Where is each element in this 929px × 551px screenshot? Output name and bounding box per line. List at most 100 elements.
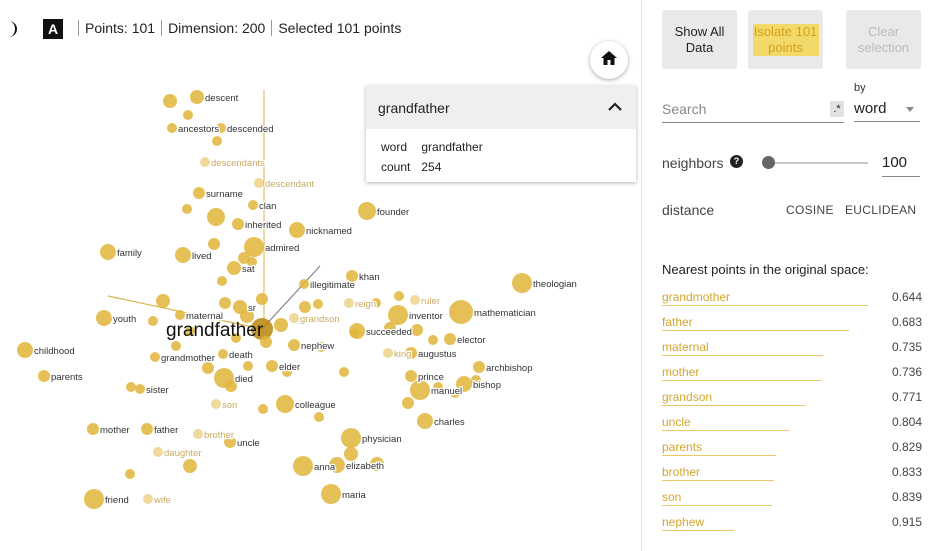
point[interactable] — [344, 447, 358, 461]
point-charles[interactable] — [417, 413, 433, 429]
point[interactable] — [433, 382, 443, 392]
point[interactable] — [156, 294, 170, 308]
point-mathematician[interactable] — [449, 300, 473, 324]
point-daughter[interactable] — [153, 447, 163, 457]
point[interactable] — [238, 252, 250, 264]
point[interactable] — [202, 362, 214, 374]
point-son[interactable] — [211, 399, 221, 409]
nearest-point-word[interactable]: maternal — [662, 340, 709, 354]
point-grandson[interactable] — [289, 313, 299, 323]
point-manuel[interactable] — [410, 380, 430, 400]
nearest-point-row[interactable]: grandson 0.771 — [662, 382, 922, 407]
point-parents[interactable] — [38, 370, 50, 382]
point[interactable] — [471, 375, 481, 385]
nearest-point-row[interactable]: parents 0.829 — [662, 432, 922, 457]
point-descended[interactable] — [216, 123, 226, 133]
point-lived[interactable] — [175, 247, 191, 263]
nearest-point-row[interactable]: maternal 0.735 — [662, 332, 922, 357]
point-reign[interactable] — [344, 298, 354, 308]
point-youth[interactable] — [96, 310, 112, 326]
point-surname[interactable] — [193, 187, 205, 199]
point-bishop[interactable] — [456, 376, 472, 392]
nearest-point-word[interactable]: parents — [662, 440, 703, 454]
point[interactable] — [163, 94, 177, 108]
point[interactable] — [428, 335, 438, 345]
question-circle-icon[interactable]: ? — [730, 155, 743, 168]
point[interactable] — [256, 293, 268, 305]
point[interactable] — [316, 342, 326, 352]
point[interactable] — [339, 367, 349, 377]
euclidean-distance-button[interactable]: EUCLIDEAN — [845, 203, 917, 217]
point-ancestors[interactable] — [167, 123, 177, 133]
point-theologian[interactable] — [512, 273, 532, 293]
point[interactable] — [183, 459, 197, 473]
point[interactable] — [450, 388, 460, 398]
nearest-point-row[interactable]: mother 0.736 — [662, 357, 922, 382]
point[interactable] — [350, 328, 360, 338]
point-father[interactable] — [141, 423, 153, 435]
nearest-point-word[interactable]: uncle — [662, 415, 691, 429]
nearest-point-word[interactable]: brother — [662, 465, 701, 479]
nearest-point-row[interactable]: father 0.683 — [662, 307, 922, 332]
point[interactable] — [260, 336, 272, 348]
point-descent[interactable] — [190, 90, 204, 104]
point-clan[interactable] — [248, 200, 258, 210]
search-by-select[interactable]: word — [854, 97, 920, 122]
point[interactable] — [208, 238, 220, 250]
point-maria[interactable] — [321, 484, 341, 504]
label-toggle-button[interactable]: A — [43, 19, 63, 39]
scatter-plot[interactable]: descent ancestors descended descendantsdesc… — [0, 0, 641, 551]
point[interactable] — [243, 361, 253, 371]
point-wife[interactable] — [143, 494, 153, 504]
neighbors-slider[interactable] — [762, 154, 868, 172]
nearest-point-row[interactable]: uncle 0.804 — [662, 407, 922, 432]
point[interactable] — [314, 412, 324, 422]
point-nephew[interactable] — [288, 339, 300, 351]
point[interactable] — [182, 204, 192, 214]
point-death[interactable] — [218, 349, 228, 359]
point-prince[interactable] — [405, 370, 417, 382]
point-elector[interactable] — [444, 333, 456, 345]
nearest-point-word[interactable]: father — [662, 315, 693, 329]
point[interactable] — [219, 297, 231, 309]
point[interactable] — [125, 469, 135, 479]
nearest-point-word[interactable]: son — [662, 490, 682, 504]
point-founder[interactable] — [358, 202, 376, 220]
point[interactable] — [299, 301, 311, 313]
point[interactable] — [148, 316, 158, 326]
point[interactable] — [171, 341, 181, 351]
point-sat[interactable] — [227, 261, 241, 275]
point[interactable] — [370, 457, 384, 471]
point-archbishop[interactable] — [473, 361, 485, 373]
point-illegitimate[interactable] — [299, 279, 309, 289]
point[interactable] — [126, 382, 136, 392]
point[interactable] — [217, 276, 227, 286]
regex-toggle-button[interactable]: .* — [830, 101, 844, 117]
nearest-point-row[interactable]: brother 0.833 — [662, 457, 922, 482]
half-moon-icon[interactable] — [4, 19, 24, 39]
point[interactable] — [225, 380, 237, 392]
projector-plot-area[interactable]: descent ancestors descended descendants desc… — [0, 0, 641, 551]
nearest-point-word[interactable]: grandson — [662, 390, 713, 404]
point[interactable] — [240, 309, 254, 323]
point-inventor[interactable] — [388, 305, 408, 325]
point-uncle[interactable] — [224, 436, 236, 448]
point-king[interactable] — [383, 348, 393, 358]
point-friend[interactable] — [84, 489, 104, 509]
point-childhood[interactable] — [17, 342, 33, 358]
clear-selection-button[interactable]: Clear selection — [846, 10, 921, 69]
point-elder[interactable] — [266, 360, 278, 372]
point-grandmother[interactable] — [150, 352, 160, 362]
point[interactable] — [258, 404, 268, 414]
point-sister[interactable] — [135, 384, 145, 394]
point-family[interactable] — [100, 244, 116, 260]
cosine-distance-button[interactable]: COSINE — [786, 203, 834, 217]
point[interactable] — [384, 322, 396, 334]
point-brother[interactable] — [193, 429, 203, 439]
point[interactable] — [371, 298, 381, 308]
point[interactable] — [394, 291, 404, 301]
point[interactable] — [313, 299, 323, 309]
point-maternal[interactable] — [175, 310, 185, 320]
point-admired[interactable] — [244, 237, 264, 257]
point[interactable] — [183, 110, 193, 120]
